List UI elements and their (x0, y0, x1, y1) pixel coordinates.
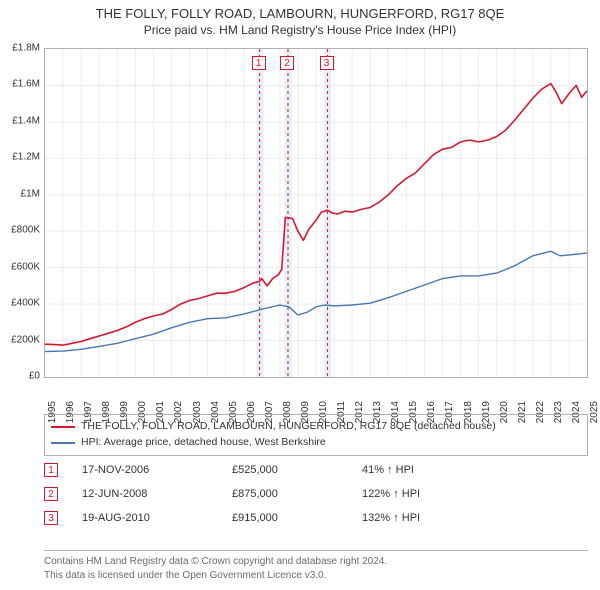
y-axis-label: £0 (2, 371, 40, 382)
y-axis-label: £600K (2, 261, 40, 272)
legend-item-hpi: HPI: Average price, detached house, West… (51, 435, 581, 451)
chart-event-marker: 3 (320, 56, 334, 70)
legend-swatch-hpi (51, 442, 75, 444)
chart-svg (45, 49, 587, 377)
transaction-pct: 132% ↑ HPI (362, 512, 482, 524)
price-chart (44, 48, 588, 378)
transaction-price: £525,000 (232, 464, 362, 476)
y-axis-label: £1.6M (2, 79, 40, 90)
y-axis-label: £200K (2, 334, 40, 345)
transaction-price: £875,000 (232, 488, 362, 500)
transaction-marker-icon: 2 (44, 487, 58, 501)
legend-label-hpi: HPI: Average price, detached house, West… (81, 435, 326, 451)
transaction-row: 1 17-NOV-2006 £525,000 41% ↑ HPI (44, 458, 588, 482)
attribution-footer: Contains HM Land Registry data © Crown c… (44, 550, 588, 582)
chart-title-line2: Price paid vs. HM Land Registry's House … (0, 23, 600, 39)
footer-line1: Contains HM Land Registry data © Crown c… (44, 555, 588, 569)
y-axis-label: £1M (2, 188, 40, 199)
chart-event-marker: 2 (280, 56, 294, 70)
y-axis-label: £800K (2, 225, 40, 236)
y-axis-label: £1.8M (2, 43, 40, 54)
transaction-price: £915,000 (232, 512, 362, 524)
transaction-marker-icon: 1 (44, 463, 58, 477)
chart-title-block: THE FOLLY, FOLLY ROAD, LAMBOURN, HUNGERF… (0, 0, 600, 38)
transaction-row: 2 12-JUN-2008 £875,000 122% ↑ HPI (44, 482, 588, 506)
legend-swatch-property (51, 426, 75, 428)
chart-event-marker: 1 (252, 56, 266, 70)
transaction-row: 3 19-AUG-2010 £915,000 132% ↑ HPI (44, 506, 588, 530)
x-axis-label: 2025 (589, 401, 600, 423)
transaction-pct: 122% ↑ HPI (362, 488, 482, 500)
transaction-marker-icon: 3 (44, 511, 58, 525)
y-axis-label: £1.4M (2, 115, 40, 126)
legend: THE FOLLY, FOLLY ROAD, LAMBOURN, HUNGERF… (44, 414, 588, 456)
y-axis-label: £1.2M (2, 152, 40, 163)
legend-label-property: THE FOLLY, FOLLY ROAD, LAMBOURN, HUNGERF… (81, 419, 496, 435)
legend-item-property: THE FOLLY, FOLLY ROAD, LAMBOURN, HUNGERF… (51, 419, 581, 435)
transactions-list: 1 17-NOV-2006 £525,000 41% ↑ HPI 2 12-JU… (44, 458, 588, 530)
y-axis-label: £400K (2, 298, 40, 309)
footer-line2: This data is licensed under the Open Gov… (44, 569, 588, 583)
transaction-pct: 41% ↑ HPI (362, 464, 482, 476)
transaction-date: 17-NOV-2006 (82, 464, 232, 476)
chart-title-line1: THE FOLLY, FOLLY ROAD, LAMBOURN, HUNGERF… (0, 6, 600, 23)
transaction-date: 19-AUG-2010 (82, 512, 232, 524)
transaction-date: 12-JUN-2008 (82, 488, 232, 500)
